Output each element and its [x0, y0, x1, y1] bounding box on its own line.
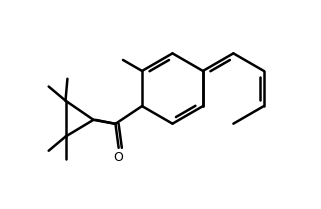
Text: O: O — [114, 151, 124, 164]
